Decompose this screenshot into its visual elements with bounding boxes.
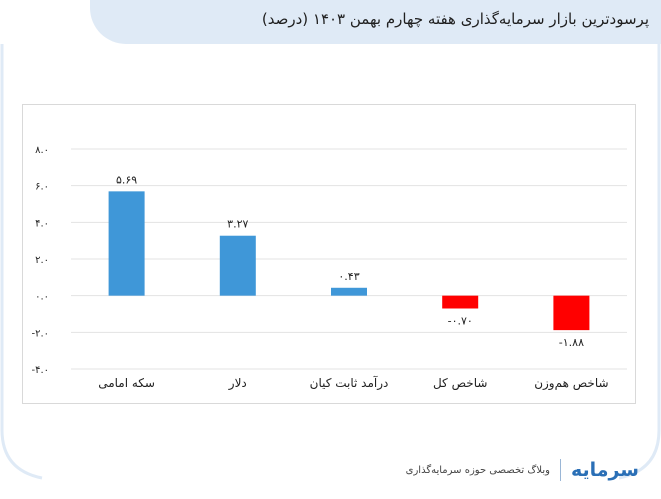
y-tick-label: ۸.۰ xyxy=(35,145,49,156)
bar[interactable] xyxy=(219,235,256,296)
data-label: -۰.۷۰ xyxy=(448,315,473,328)
footer-tagline: وبلاگ تخصصی حوزه سرمایه‌گذاری xyxy=(405,464,550,476)
header-band: پرسودترین بازار سرمایه‌گذاری هفته چهارم … xyxy=(90,0,661,44)
chart-area: ۸.۰ ۶.۰ ۴.۰ ۲.۰ ۰.۰ -۲.۰ -۴.۰ ۵.۶۹ سکه امامی ۳.۲۷… xyxy=(22,104,636,404)
category-label: سکه امامی xyxy=(98,376,155,390)
category-label: درآمد ثابت کیان xyxy=(310,375,389,391)
category-label: شاخص هم‌وزن xyxy=(534,376,608,391)
data-label: -۱.۸۸ xyxy=(559,336,584,349)
y-tick-label: ۲.۰ xyxy=(35,255,49,266)
y-tick-label: ۴.۰ xyxy=(35,218,49,229)
brand-logo[interactable]: سرمایه xyxy=(570,459,639,481)
data-label: ۵.۶۹ xyxy=(116,173,137,186)
y-tick-label: -۴.۰ xyxy=(31,365,49,376)
data-label: ۰.۴۳ xyxy=(338,270,359,283)
category-label: دلار xyxy=(228,376,247,391)
bar[interactable] xyxy=(108,191,145,296)
bar-chart: ۸.۰ ۶.۰ ۴.۰ ۲.۰ ۰.۰ -۲.۰ -۴.۰ ۵.۶۹ سکه امامی ۳.۲۷… xyxy=(31,145,627,391)
bar[interactable] xyxy=(331,287,367,296)
y-tick-label: ۰.۰ xyxy=(35,292,49,303)
bar[interactable] xyxy=(553,295,590,331)
y-tick-label: ۶.۰ xyxy=(35,182,49,193)
footer-divider xyxy=(559,459,561,481)
data-label: ۳.۲۷ xyxy=(227,218,248,231)
category-label: شاخص کل xyxy=(433,376,487,391)
footer: سرمایه وبلاگ تخصصی حوزه سرمایه‌گذاری xyxy=(406,455,639,485)
page-title: پرسودترین بازار سرمایه‌گذاری هفته چهارم … xyxy=(261,10,649,28)
y-tick-label: -۲.۰ xyxy=(31,328,49,339)
bar[interactable] xyxy=(442,295,479,309)
